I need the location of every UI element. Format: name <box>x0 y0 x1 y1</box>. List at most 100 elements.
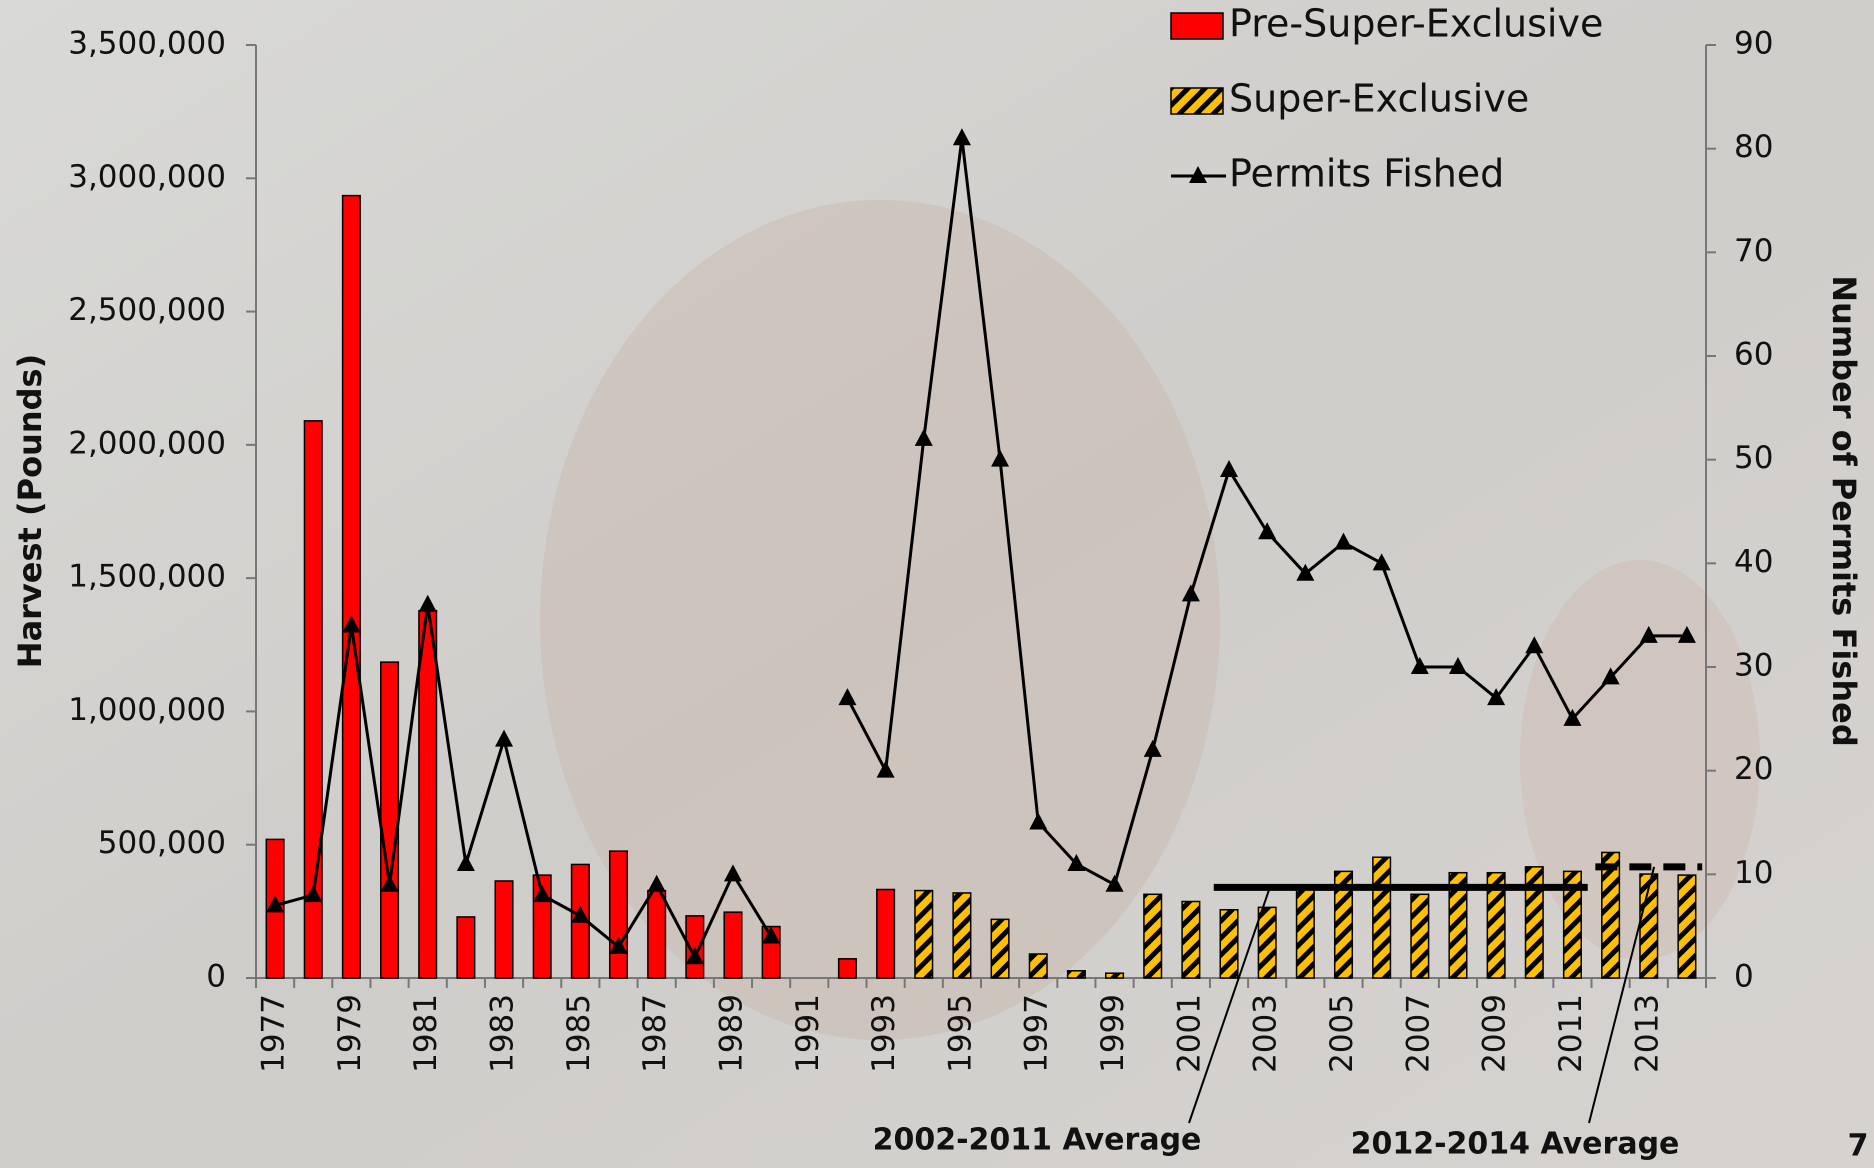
y-tick-label: 3,500,000 <box>68 26 226 62</box>
y2-tick-label: 60 <box>1734 337 1773 373</box>
marker <box>342 615 361 633</box>
y-tick-label: 1,500,000 <box>68 559 226 595</box>
bar <box>494 880 514 979</box>
marker <box>609 936 628 954</box>
bar <box>952 892 972 979</box>
annotation: 2002-2011 Average <box>873 1123 1202 1158</box>
marker <box>1143 739 1162 757</box>
y2-tick-label: 10 <box>1734 855 1773 891</box>
legend-label: Super-Exclusive <box>1229 77 1529 121</box>
marker <box>533 885 552 903</box>
marker <box>685 947 704 965</box>
y2-tick-label: 40 <box>1734 544 1773 580</box>
marker <box>380 874 399 892</box>
bar <box>1601 851 1621 979</box>
x-tick-label: 1991 <box>790 994 826 1073</box>
annotation-pointer <box>1588 866 1656 1124</box>
bar <box>418 609 438 979</box>
marker <box>838 688 857 706</box>
marker <box>1067 853 1086 871</box>
x-tick-label: 2007 <box>1400 994 1436 1073</box>
marker <box>1258 522 1277 540</box>
bar <box>1562 870 1582 979</box>
bar <box>608 850 629 979</box>
marker <box>1372 553 1391 571</box>
marker <box>1181 584 1200 602</box>
legend-swatch <box>1170 87 1224 115</box>
marker <box>418 594 437 612</box>
marker <box>571 905 590 923</box>
bar <box>1143 893 1163 979</box>
marker <box>1029 812 1048 830</box>
x-tick-label: 1999 <box>1095 994 1131 1073</box>
x-tick-label: 1993 <box>866 994 902 1073</box>
x-tick-label: 2011 <box>1553 994 1589 1073</box>
x-tick-label: 2005 <box>1324 994 1360 1073</box>
y-tick-label: 3,000,000 <box>68 159 226 195</box>
page-number: 7 <box>1848 1129 1869 1164</box>
bar <box>456 916 476 979</box>
marker <box>1220 460 1239 478</box>
bar <box>1410 893 1430 979</box>
bar <box>1295 886 1315 979</box>
marker <box>914 428 933 446</box>
marker <box>762 926 781 944</box>
bar <box>1333 870 1354 979</box>
marker <box>1410 657 1429 674</box>
bar <box>1066 970 1086 979</box>
x-tick-label: 1997 <box>1019 994 1055 1073</box>
x-tick-label: 1977 <box>256 994 292 1073</box>
x-tick-label: 2001 <box>1171 994 1207 1073</box>
marker <box>991 449 1010 467</box>
bar <box>1677 874 1697 979</box>
y-tick-label: 2,500,000 <box>68 292 226 328</box>
marker <box>952 128 971 146</box>
x-tick-label: 1987 <box>637 994 673 1073</box>
bar <box>1181 900 1201 979</box>
marker <box>1334 532 1353 550</box>
y2-axis-title: Number of Permits Fished <box>1825 275 1863 746</box>
bar <box>723 911 743 979</box>
marker <box>1563 708 1582 726</box>
bar <box>647 889 667 979</box>
y2-tick-label: 0 <box>1734 959 1754 995</box>
bar <box>1448 871 1468 979</box>
y-tick-label: 1,000,000 <box>68 692 226 728</box>
marker <box>304 885 323 903</box>
y-axis-title: Harvest (Pounds) <box>11 354 49 668</box>
x-tick-label: 2003 <box>1248 994 1284 1073</box>
x-tick-label: 2009 <box>1477 994 1513 1073</box>
marker <box>1487 688 1506 706</box>
marker <box>1525 636 1544 654</box>
marker <box>1105 874 1124 892</box>
annotation: 2012-2014 Average <box>1351 1127 1680 1162</box>
marker <box>1677 625 1696 643</box>
marker <box>1639 625 1658 643</box>
marker <box>495 729 514 747</box>
y2-tick-label: 20 <box>1734 751 1773 787</box>
legend-swatch <box>1170 12 1224 40</box>
y2-tick-label: 50 <box>1734 440 1773 476</box>
marker <box>647 874 666 892</box>
bar <box>1028 953 1048 979</box>
y2-tick-label: 90 <box>1734 26 1773 62</box>
x-tick-label: 1985 <box>561 994 597 1073</box>
marker <box>266 895 285 913</box>
bar <box>1524 866 1544 979</box>
marker <box>1296 563 1315 581</box>
bar <box>1257 906 1277 979</box>
bar <box>303 420 323 979</box>
bar <box>914 889 934 979</box>
bar <box>837 958 857 979</box>
bar <box>380 661 400 979</box>
legend-label: Permits Fished <box>1229 152 1504 196</box>
x-tick-label: 1995 <box>942 994 978 1073</box>
bar <box>1105 972 1125 979</box>
photo-figure <box>540 200 1220 1040</box>
x-tick-label: 1981 <box>408 994 444 1073</box>
bar <box>990 918 1010 979</box>
marker <box>876 760 895 778</box>
legend-marker <box>1189 166 1207 183</box>
